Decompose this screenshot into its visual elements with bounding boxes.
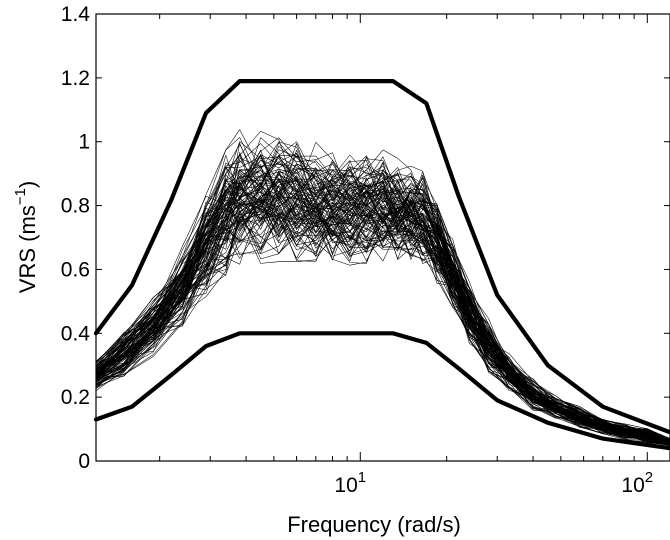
realization-curve — [95, 142, 670, 441]
realization-curve — [95, 141, 670, 442]
realization-curve — [95, 207, 670, 443]
realization-curve — [95, 179, 670, 444]
realization-curve — [95, 180, 670, 442]
realization-curve — [95, 176, 670, 445]
realization-curve — [95, 176, 670, 441]
realization-curve — [95, 154, 670, 442]
realization-curve — [95, 175, 670, 442]
realization-curve — [95, 153, 670, 441]
envelope-curves — [93, 78, 670, 451]
realization-curve — [95, 161, 670, 443]
realization-curve — [95, 181, 670, 442]
y-tick-label: 1.2 — [61, 67, 90, 90]
realization-curve — [95, 185, 670, 444]
y-tick-label: 0.4 — [61, 322, 91, 345]
realization-curve — [95, 204, 670, 446]
realization-curve — [95, 145, 670, 441]
axis-ticks — [96, 13, 670, 462]
y-tick-label: 1 — [78, 131, 90, 154]
axis-tick-labels: 0 0.2 0.4 0.6 0.8 1 1.2 1.4 101 102 — [61, 3, 653, 497]
upper-bound-curve — [93, 78, 670, 435]
realization-curve — [95, 155, 670, 443]
y-tick-label: 0.6 — [61, 258, 90, 281]
y-tick-label: 0.2 — [61, 386, 90, 409]
realization-curve — [95, 198, 670, 443]
x-axis-label: Frequency (rad/s) — [287, 512, 461, 537]
plot-frame — [95, 13, 670, 462]
realization-curve — [95, 197, 670, 443]
realization-curve — [95, 178, 670, 443]
y-tick-label: 1.4 — [61, 3, 91, 26]
x-tick-label: 102 — [621, 469, 653, 497]
y-tick-label: 0 — [78, 450, 90, 473]
realization-curve — [95, 209, 670, 446]
lower-bound-curve — [93, 331, 670, 451]
y-axis-label-superscript: −1 — [12, 188, 29, 205]
realization-curve — [95, 192, 670, 442]
y-tick-label: 0.8 — [61, 195, 90, 218]
y-axis-label: VRS (ms−1) — [12, 181, 40, 293]
realization-curve — [95, 130, 670, 439]
y-axis-label-main: VRS (ms — [15, 205, 40, 293]
x-tick-label: 101 — [334, 469, 366, 497]
realization-curve — [95, 208, 670, 445]
realization-curve — [95, 208, 670, 446]
realization-curve — [95, 164, 670, 443]
realization-curve — [95, 191, 670, 442]
y-axis-label-close: ) — [15, 181, 40, 188]
realization-curves — [95, 129, 670, 446]
realization-curve — [95, 168, 670, 443]
realization-curve — [95, 170, 670, 444]
realization-curve — [95, 169, 670, 443]
realization-curve — [95, 211, 670, 443]
